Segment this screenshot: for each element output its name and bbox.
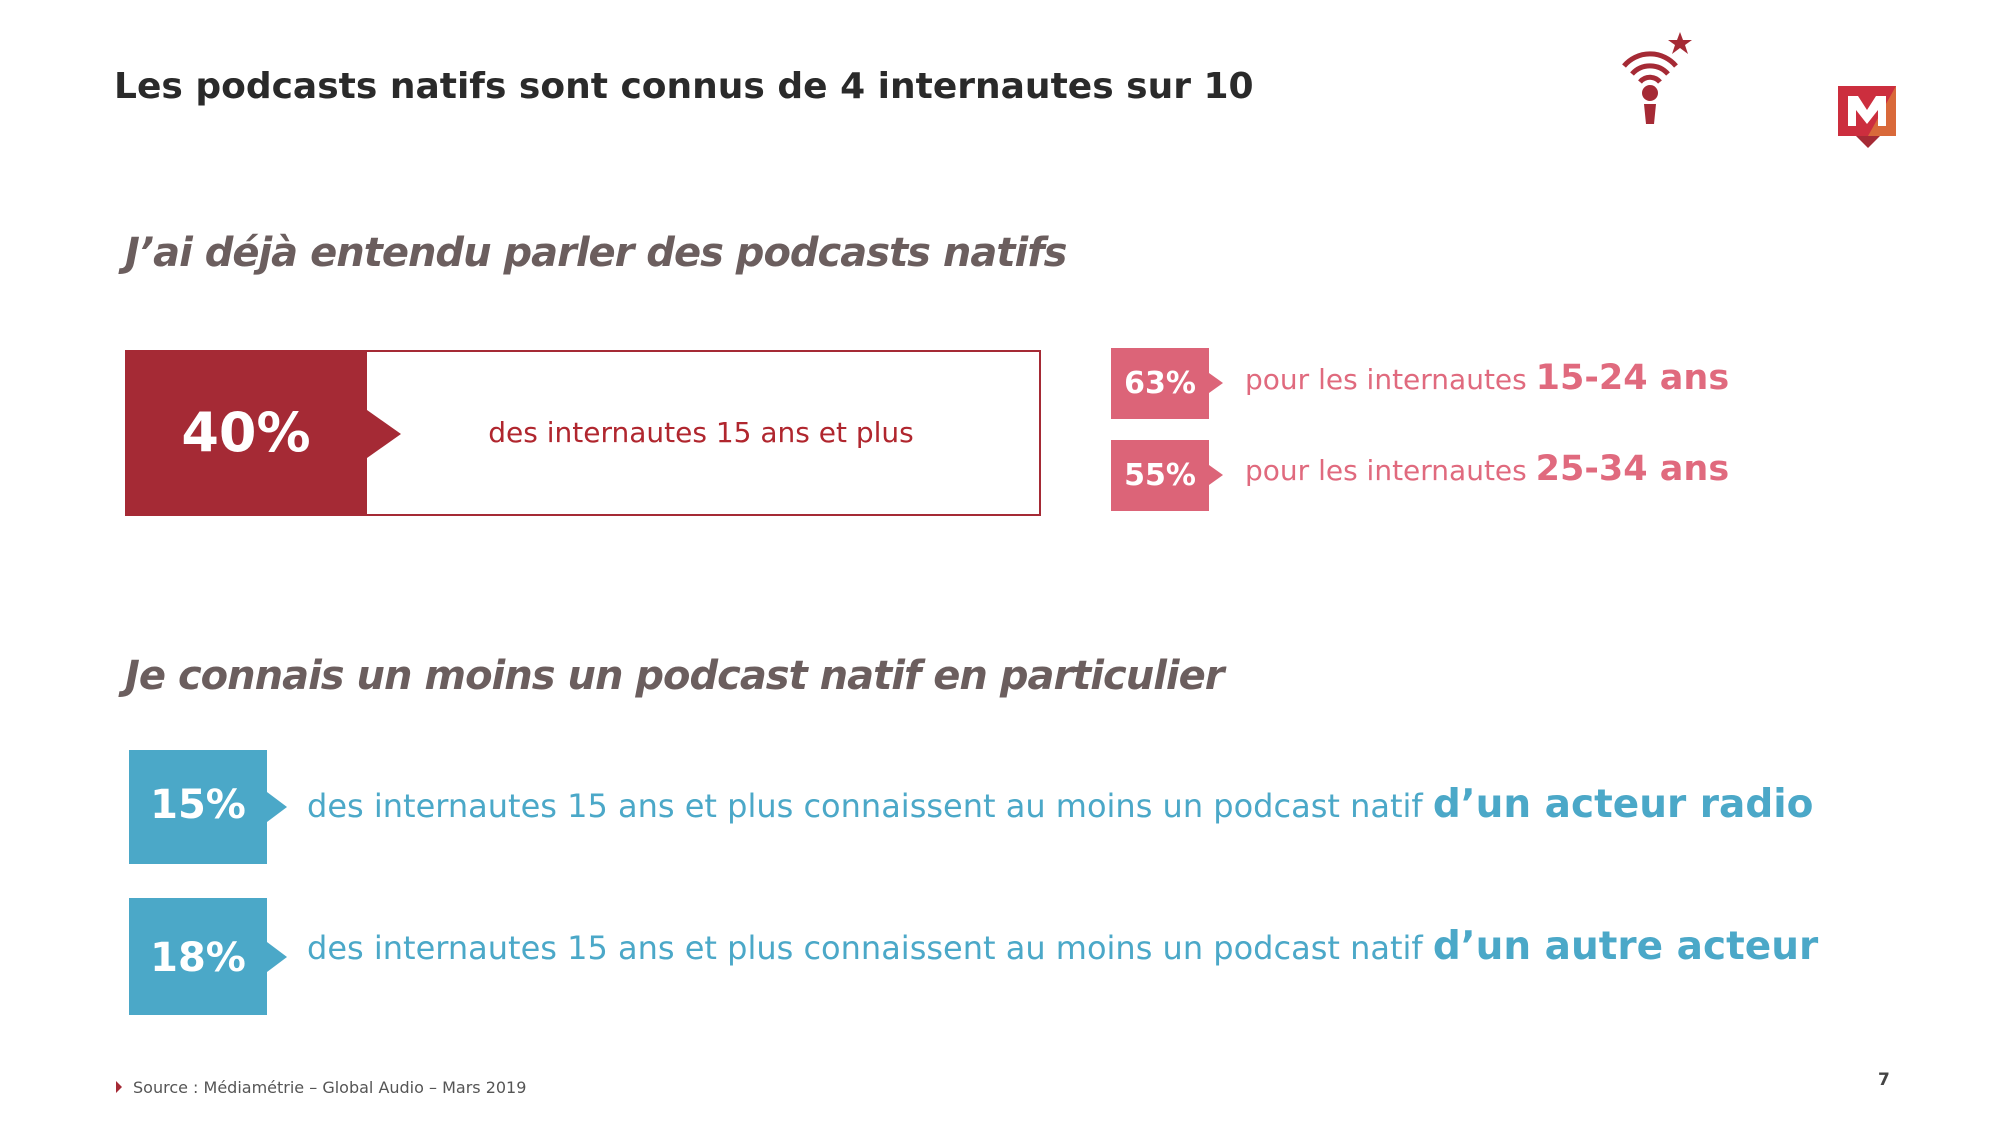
stat-emphasis: d’un acteur radio bbox=[1432, 782, 1814, 827]
stat-badge-25-34: 55% bbox=[1111, 440, 1209, 511]
stat-label-text: pour les internautes bbox=[1245, 363, 1536, 396]
main-stat-value: 40% bbox=[181, 401, 311, 464]
badge-arrow bbox=[1209, 465, 1223, 485]
stat-badge-radio: 15% bbox=[129, 750, 267, 864]
mediametrie-logo bbox=[1838, 86, 1896, 148]
stat-label-25-34: pour les internautes 25-34 ans bbox=[1245, 449, 1729, 489]
page-number: 7 bbox=[1878, 1070, 1890, 1090]
source-bullet-icon bbox=[116, 1081, 122, 1093]
stat-label-other: des internautes 15 ans et plus connaisse… bbox=[307, 924, 1818, 969]
source-note: Source : Médiamétrie – Global Audio – Ma… bbox=[133, 1078, 527, 1097]
stat-label-text: des internautes 15 ans et plus connaisse… bbox=[307, 929, 1433, 967]
badge-arrow bbox=[1209, 373, 1223, 393]
main-stat-badge bbox=[125, 350, 367, 516]
badge-arrow bbox=[267, 942, 287, 972]
age-range: 25-34 ans bbox=[1535, 449, 1730, 489]
podcast-microphone-icon bbox=[1622, 32, 1692, 124]
stat-label-text: des internautes 15 ans et plus connaisse… bbox=[307, 787, 1433, 825]
badge-arrow bbox=[267, 792, 287, 822]
main-stat-arrow bbox=[367, 410, 401, 458]
stat-badge-other: 18% bbox=[129, 898, 267, 1015]
age-range: 15-24 ans bbox=[1535, 358, 1730, 398]
stat-badge-15-24: 63% bbox=[1111, 348, 1209, 419]
page-title: Les podcasts natifs sont connus de 4 int… bbox=[114, 66, 1254, 107]
stat-emphasis: d’un autre acteur bbox=[1432, 924, 1819, 969]
stat-label-text: pour les internautes bbox=[1245, 454, 1536, 487]
section1-heading: J’ai déjà entendu parler des podcasts na… bbox=[125, 230, 1067, 276]
main-stat-label: des internautes 15 ans et plus bbox=[488, 416, 914, 449]
section2-heading: Je connais un moins un podcast natif en … bbox=[125, 653, 1224, 699]
stat-label-15-24: pour les internautes 15-24 ans bbox=[1245, 358, 1729, 398]
stat-label-radio: des internautes 15 ans et plus connaisse… bbox=[307, 782, 1813, 827]
